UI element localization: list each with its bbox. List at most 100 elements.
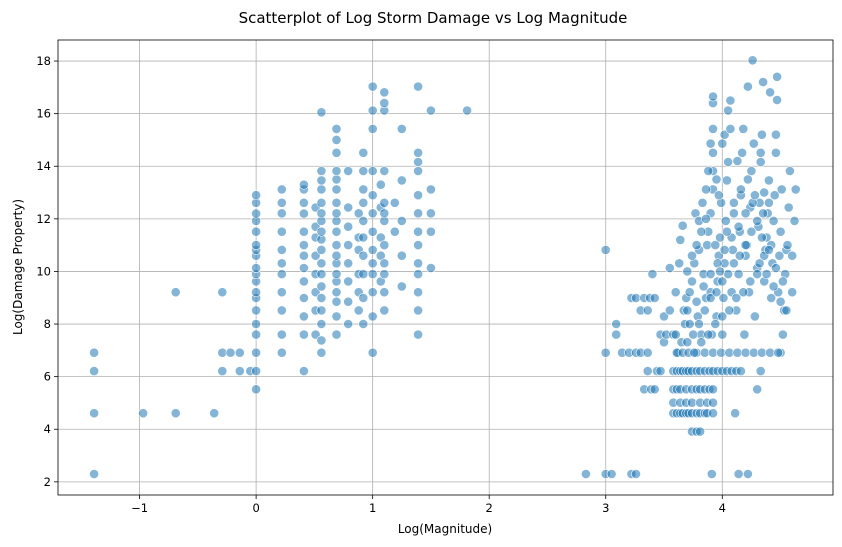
data-point <box>691 296 702 307</box>
data-point <box>358 232 369 243</box>
data-point <box>343 221 354 232</box>
data-point <box>358 293 369 303</box>
data-point <box>717 276 728 287</box>
data-point <box>743 469 753 479</box>
data-point <box>713 190 724 201</box>
y-tick-label: 2 <box>44 475 51 489</box>
data-point <box>705 138 716 149</box>
data-point <box>674 258 685 269</box>
data-point <box>396 175 407 186</box>
data-point <box>367 105 378 116</box>
x-tick-label: 0 <box>252 501 259 515</box>
data-point <box>413 226 423 237</box>
data-point <box>732 347 743 358</box>
data-point <box>733 269 744 279</box>
data-point <box>276 184 287 195</box>
data-point <box>699 305 710 316</box>
data-point <box>757 232 767 243</box>
data-point <box>217 287 228 298</box>
data-point <box>684 319 695 329</box>
data-point <box>276 244 287 255</box>
data-point <box>170 408 181 419</box>
data-point <box>379 305 390 316</box>
data-point <box>209 408 220 419</box>
data-point <box>723 269 733 279</box>
data-point <box>771 129 781 140</box>
data-point <box>708 147 718 158</box>
x-axis-label: Log(Magnitude) <box>398 522 492 536</box>
data-point <box>723 157 733 167</box>
data-point <box>600 347 611 358</box>
data-point <box>298 208 309 219</box>
data-point <box>89 366 99 376</box>
data-point <box>367 258 378 269</box>
data-point <box>755 157 766 167</box>
data-point <box>708 408 718 419</box>
data-point <box>710 319 721 329</box>
data-point <box>736 366 746 376</box>
data-point <box>689 347 700 358</box>
data-point <box>413 81 423 92</box>
data-point <box>234 347 245 358</box>
data-point <box>310 287 321 298</box>
data-point <box>719 244 730 255</box>
data-point <box>251 287 261 298</box>
data-point <box>276 208 287 219</box>
data-point <box>740 208 751 219</box>
data-point <box>358 147 369 158</box>
data-point <box>343 202 354 213</box>
data-point <box>316 226 327 237</box>
data-point <box>733 221 744 232</box>
data-point <box>396 215 407 226</box>
y-tick-label: 6 <box>44 370 51 384</box>
data-point <box>331 311 342 322</box>
data-point <box>353 305 364 316</box>
data-point <box>703 166 714 176</box>
data-point <box>298 197 309 208</box>
data-point <box>367 226 378 237</box>
x-tick-label: 3 <box>602 501 609 515</box>
data-point <box>375 179 386 190</box>
data-point <box>367 190 378 201</box>
data-point <box>755 147 766 158</box>
data-point <box>331 240 342 250</box>
data-point <box>787 250 798 261</box>
chart-title: Scatterplot of Log Storm Damage vs Log M… <box>239 9 628 27</box>
data-point <box>251 305 261 316</box>
data-point <box>761 269 772 279</box>
data-point <box>331 134 342 145</box>
data-point <box>276 258 287 269</box>
data-point <box>715 266 725 277</box>
data-point <box>298 263 309 273</box>
data-point <box>331 226 342 237</box>
data-point <box>711 174 722 185</box>
data-point <box>358 269 369 279</box>
data-point <box>251 190 261 201</box>
data-point <box>750 311 760 322</box>
data-point <box>425 208 436 219</box>
data-point <box>754 258 765 269</box>
data-point <box>367 208 378 219</box>
data-point <box>316 244 327 255</box>
data-point <box>413 157 423 167</box>
data-point <box>766 293 777 303</box>
data-point <box>694 319 704 329</box>
data-point <box>413 166 423 176</box>
data-point <box>758 77 768 87</box>
data-point <box>703 329 714 340</box>
data-point <box>331 166 342 176</box>
data-point <box>688 329 699 340</box>
data-point <box>379 197 390 208</box>
data-point <box>682 266 693 277</box>
data-point <box>251 208 261 219</box>
data-point <box>316 319 327 329</box>
data-point <box>367 269 378 279</box>
data-point <box>396 123 407 134</box>
data-point <box>316 305 327 316</box>
y-tick-label: 14 <box>36 159 51 173</box>
data-point <box>729 258 739 269</box>
x-tick-label: 4 <box>719 501 726 515</box>
data-point <box>775 226 786 237</box>
data-point <box>740 347 751 358</box>
data-point <box>276 287 287 298</box>
